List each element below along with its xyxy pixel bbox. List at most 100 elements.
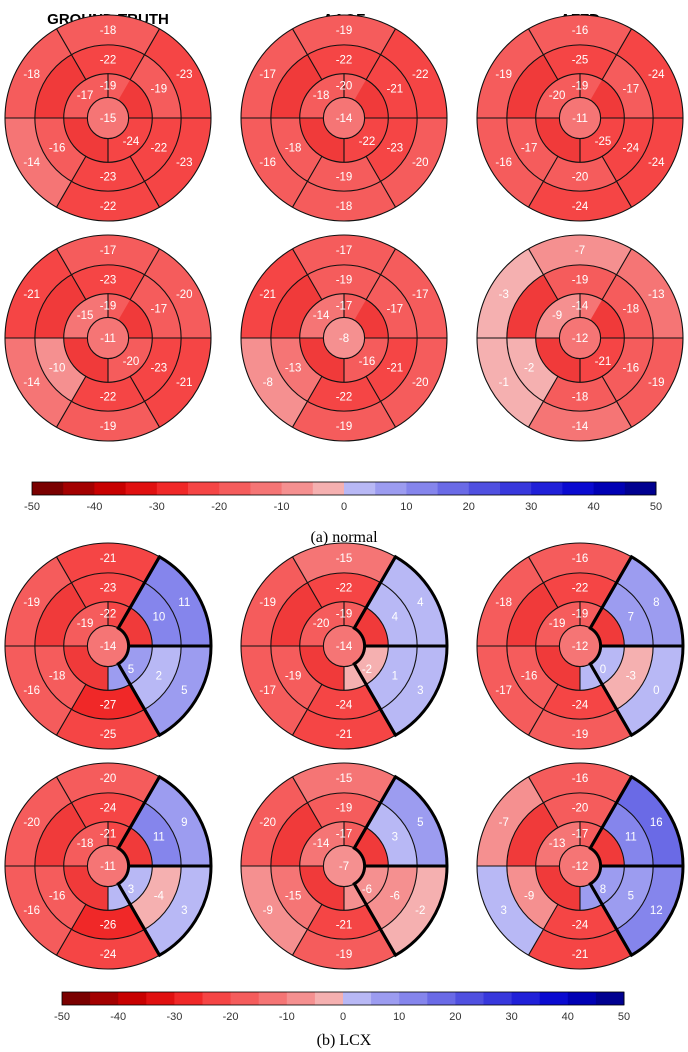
segment-divider (528, 248, 559, 300)
segment-value-label: -17 (623, 84, 640, 96)
segment-fill (543, 684, 617, 720)
segment-value-label: -14 (23, 377, 40, 389)
segment-fill (5, 338, 72, 428)
colorbar-swatch (314, 992, 344, 1005)
segment-fill (241, 776, 308, 866)
segment-value-label: -17 (387, 304, 404, 316)
segment-fill (56, 14, 160, 55)
segment-fill (5, 28, 72, 118)
segment-fill (292, 762, 396, 803)
colorbar-swatch (483, 992, 513, 1005)
segment-value-label: -21 (572, 949, 589, 961)
lcx-divider (589, 883, 633, 956)
colorbar-swatch (202, 992, 232, 1005)
colorbar-swatch (437, 482, 470, 495)
segment-fill (130, 118, 182, 182)
segment-fill (130, 54, 182, 118)
bullseye-panel: -17-21-14-19-20-21-23-10-22-23-19-15-20-… (4, 234, 212, 442)
colorbar-swatch (90, 992, 119, 1005)
segment-divider (528, 556, 559, 608)
colorbar-swatch (343, 992, 372, 1005)
segment-fill (130, 338, 182, 402)
segment-value-label: -17 (572, 829, 589, 841)
segment-value-label: -21 (595, 356, 612, 368)
segment-value-label: -8 (339, 333, 349, 345)
segment-fill (535, 293, 580, 338)
colorbar-swatch (539, 992, 569, 1005)
segment-value-label: 3 (181, 905, 187, 917)
segment-fill (307, 264, 381, 300)
segment-value-label: -11 (572, 113, 588, 125)
colorbar-swatch (500, 482, 532, 495)
segment-value-label: -19 (285, 670, 302, 682)
segment-value-label: -21 (387, 84, 404, 96)
segment-value-label: 8 (653, 597, 659, 609)
segment-fill (5, 646, 72, 736)
segment-value-label: -13 (549, 838, 566, 850)
colorbar-swatch (188, 482, 220, 495)
segment-fill (477, 866, 544, 956)
colorbar-swatch (468, 482, 501, 495)
segment-value-label: 8 (600, 884, 606, 896)
segment-fill (543, 156, 617, 192)
segment-value-label: -19 (572, 609, 589, 621)
segment-fill (602, 582, 654, 646)
segment-value-label: -7 (575, 245, 585, 257)
colorbar-swatch (32, 482, 64, 495)
segment-value-label: -24 (100, 802, 117, 814)
segment-value-label: -13 (648, 289, 665, 301)
segment-value-label: -14 (100, 641, 117, 653)
segment-value-label: -18 (495, 597, 512, 609)
segment-divider (528, 904, 559, 956)
lcx-territory-outline (588, 554, 685, 738)
colorbar-swatch (125, 482, 158, 495)
segment-fill (344, 646, 389, 691)
segment-value-label: -19 (259, 597, 276, 609)
segment-fill (270, 118, 322, 182)
segment-fill (344, 338, 389, 383)
segment-value-label: -17 (412, 289, 429, 301)
lcx-divider (117, 663, 161, 736)
colorbar-swatch (427, 992, 456, 1005)
segment-fill (34, 866, 86, 930)
segment-divider (601, 28, 632, 80)
segment-fill (87, 97, 129, 139)
segment-divider (56, 556, 87, 608)
segment-value-label: -17 (336, 829, 353, 841)
segment-fill (307, 684, 381, 720)
colorbar-tick-label: 50 (618, 1011, 630, 1023)
segment-fill (528, 401, 632, 441)
segment-fill (380, 866, 447, 956)
colorbar-tick-label: -40 (110, 1011, 126, 1023)
lcx-divider (353, 776, 397, 849)
segment-divider (365, 376, 396, 428)
segment-fill (34, 646, 86, 710)
colorbar-swatch (531, 482, 563, 495)
segment-fill (292, 235, 396, 275)
segment-divider (129, 248, 160, 300)
colorbar-swatch (63, 482, 95, 495)
segment-value-label: -14 (336, 641, 353, 653)
segment-value-label: -17 (521, 142, 538, 154)
segment-fill (241, 866, 308, 956)
colorbar-swatch (312, 482, 345, 495)
colorbar-swatch (624, 482, 657, 495)
colorbar-frame (31, 481, 657, 496)
segment-fill (144, 28, 211, 118)
segment-value-label: -22 (336, 392, 353, 404)
segment-value-label: -19 (336, 802, 353, 814)
segment-value-label: -18 (23, 69, 40, 81)
segment-fill (602, 802, 654, 866)
segment-value-label: -15 (336, 773, 353, 785)
segment-value-label: -24 (648, 157, 665, 169)
segment-value-label: -17 (100, 245, 117, 257)
segment-fill (130, 646, 182, 710)
segment-fill (535, 821, 580, 866)
segment-fill (616, 776, 683, 866)
segment-divider (292, 248, 323, 300)
segment-fill (5, 248, 72, 338)
colorbar: -50 -40 -30 -20 -10 0 10 20 30 40 50 (24, 481, 662, 513)
segment-value-label: 10 (152, 612, 165, 624)
segment-fill (535, 601, 580, 646)
segment-fill (506, 646, 558, 710)
